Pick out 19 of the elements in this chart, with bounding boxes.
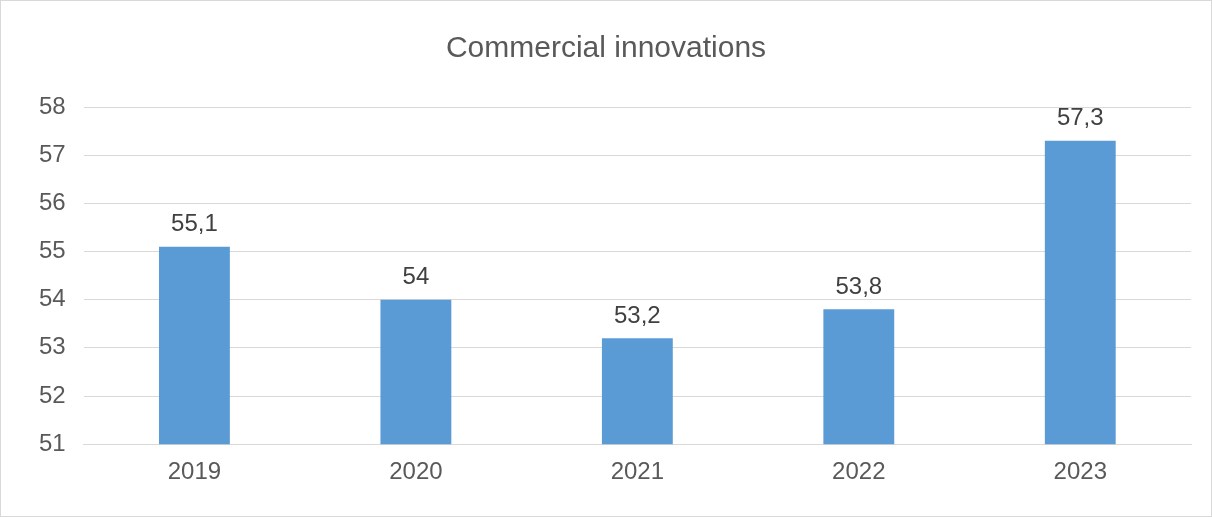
data-label: 57,3 [1056,103,1104,131]
y-tick-label: 56 [38,187,66,215]
data-label: 53,2 [613,300,661,328]
y-tick-label: 54 [38,284,66,312]
data-label: 55,1 [171,209,218,237]
y-tick-label: 57 [38,139,66,167]
x-tick-label: 2019 [167,457,222,485]
y-tick-label: 58 [38,91,66,119]
data-label: 54 [402,262,430,290]
data-label: 53,8 [835,271,883,299]
y-tick-label: 55 [38,236,66,264]
y-tick-label: 53 [38,332,66,360]
x-tick-label: 2021 [610,457,665,485]
x-tick-label: 2020 [389,457,443,485]
y-tick-label: 51 [38,428,66,456]
chart-title: Commercial innovations [445,30,767,64]
x-tick-label: 2023 [1053,457,1107,485]
x-tick-label: 2022 [832,457,886,485]
y-tick-label: 52 [38,380,66,408]
